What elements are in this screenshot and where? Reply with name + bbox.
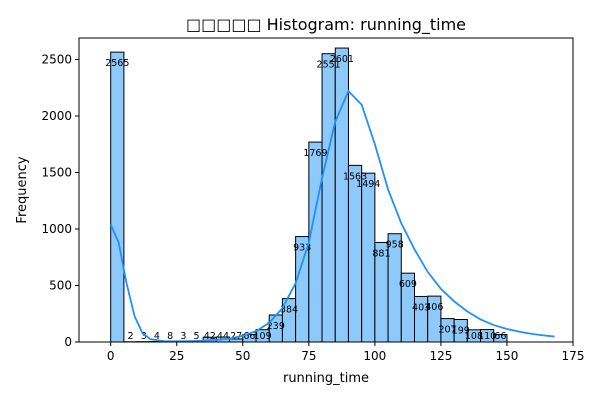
histogram-bar — [348, 165, 361, 342]
bar-value-label: 958 — [386, 240, 404, 251]
bar-value-label: 1769 — [303, 148, 327, 159]
bar-value-label: 2565 — [105, 58, 129, 69]
y-tick-label: 500 — [49, 278, 72, 292]
bar-value-label: 66 — [494, 331, 506, 342]
bar-value-label: 2601 — [330, 54, 354, 65]
histogram-bar — [335, 48, 348, 342]
bars-layer — [111, 48, 507, 342]
bar-value-label: 1494 — [356, 179, 380, 190]
y-tick-label: 2000 — [41, 109, 72, 123]
y-tick-label: 1500 — [41, 165, 72, 179]
x-tick-label: 175 — [562, 349, 585, 363]
x-tick-label: 50 — [235, 349, 250, 363]
y-axis-label: Frequency — [15, 156, 30, 223]
x-tick-label: 0 — [107, 349, 115, 363]
bar-value-label: 609 — [399, 279, 417, 290]
bar-value-label: 2 — [127, 331, 133, 342]
y-tick-label: 0 — [64, 335, 72, 349]
x-tick-label: 75 — [301, 349, 316, 363]
x-tick-label: 150 — [496, 349, 519, 363]
x-tick-label: 25 — [169, 349, 184, 363]
bar-value-label: 406 — [425, 302, 443, 313]
x-tick-label: 125 — [429, 349, 452, 363]
histogram-bar — [322, 54, 335, 342]
x-axis-label: running_time — [283, 371, 369, 386]
y-tick-label: 2500 — [41, 52, 72, 66]
bar-value-label: 109 — [254, 331, 272, 342]
x-tick-label: 100 — [363, 349, 386, 363]
chart-title: □□□□□ Histogram: running_time — [186, 15, 466, 35]
y-tick-label: 1000 — [41, 222, 72, 236]
histogram-bar — [111, 52, 124, 342]
